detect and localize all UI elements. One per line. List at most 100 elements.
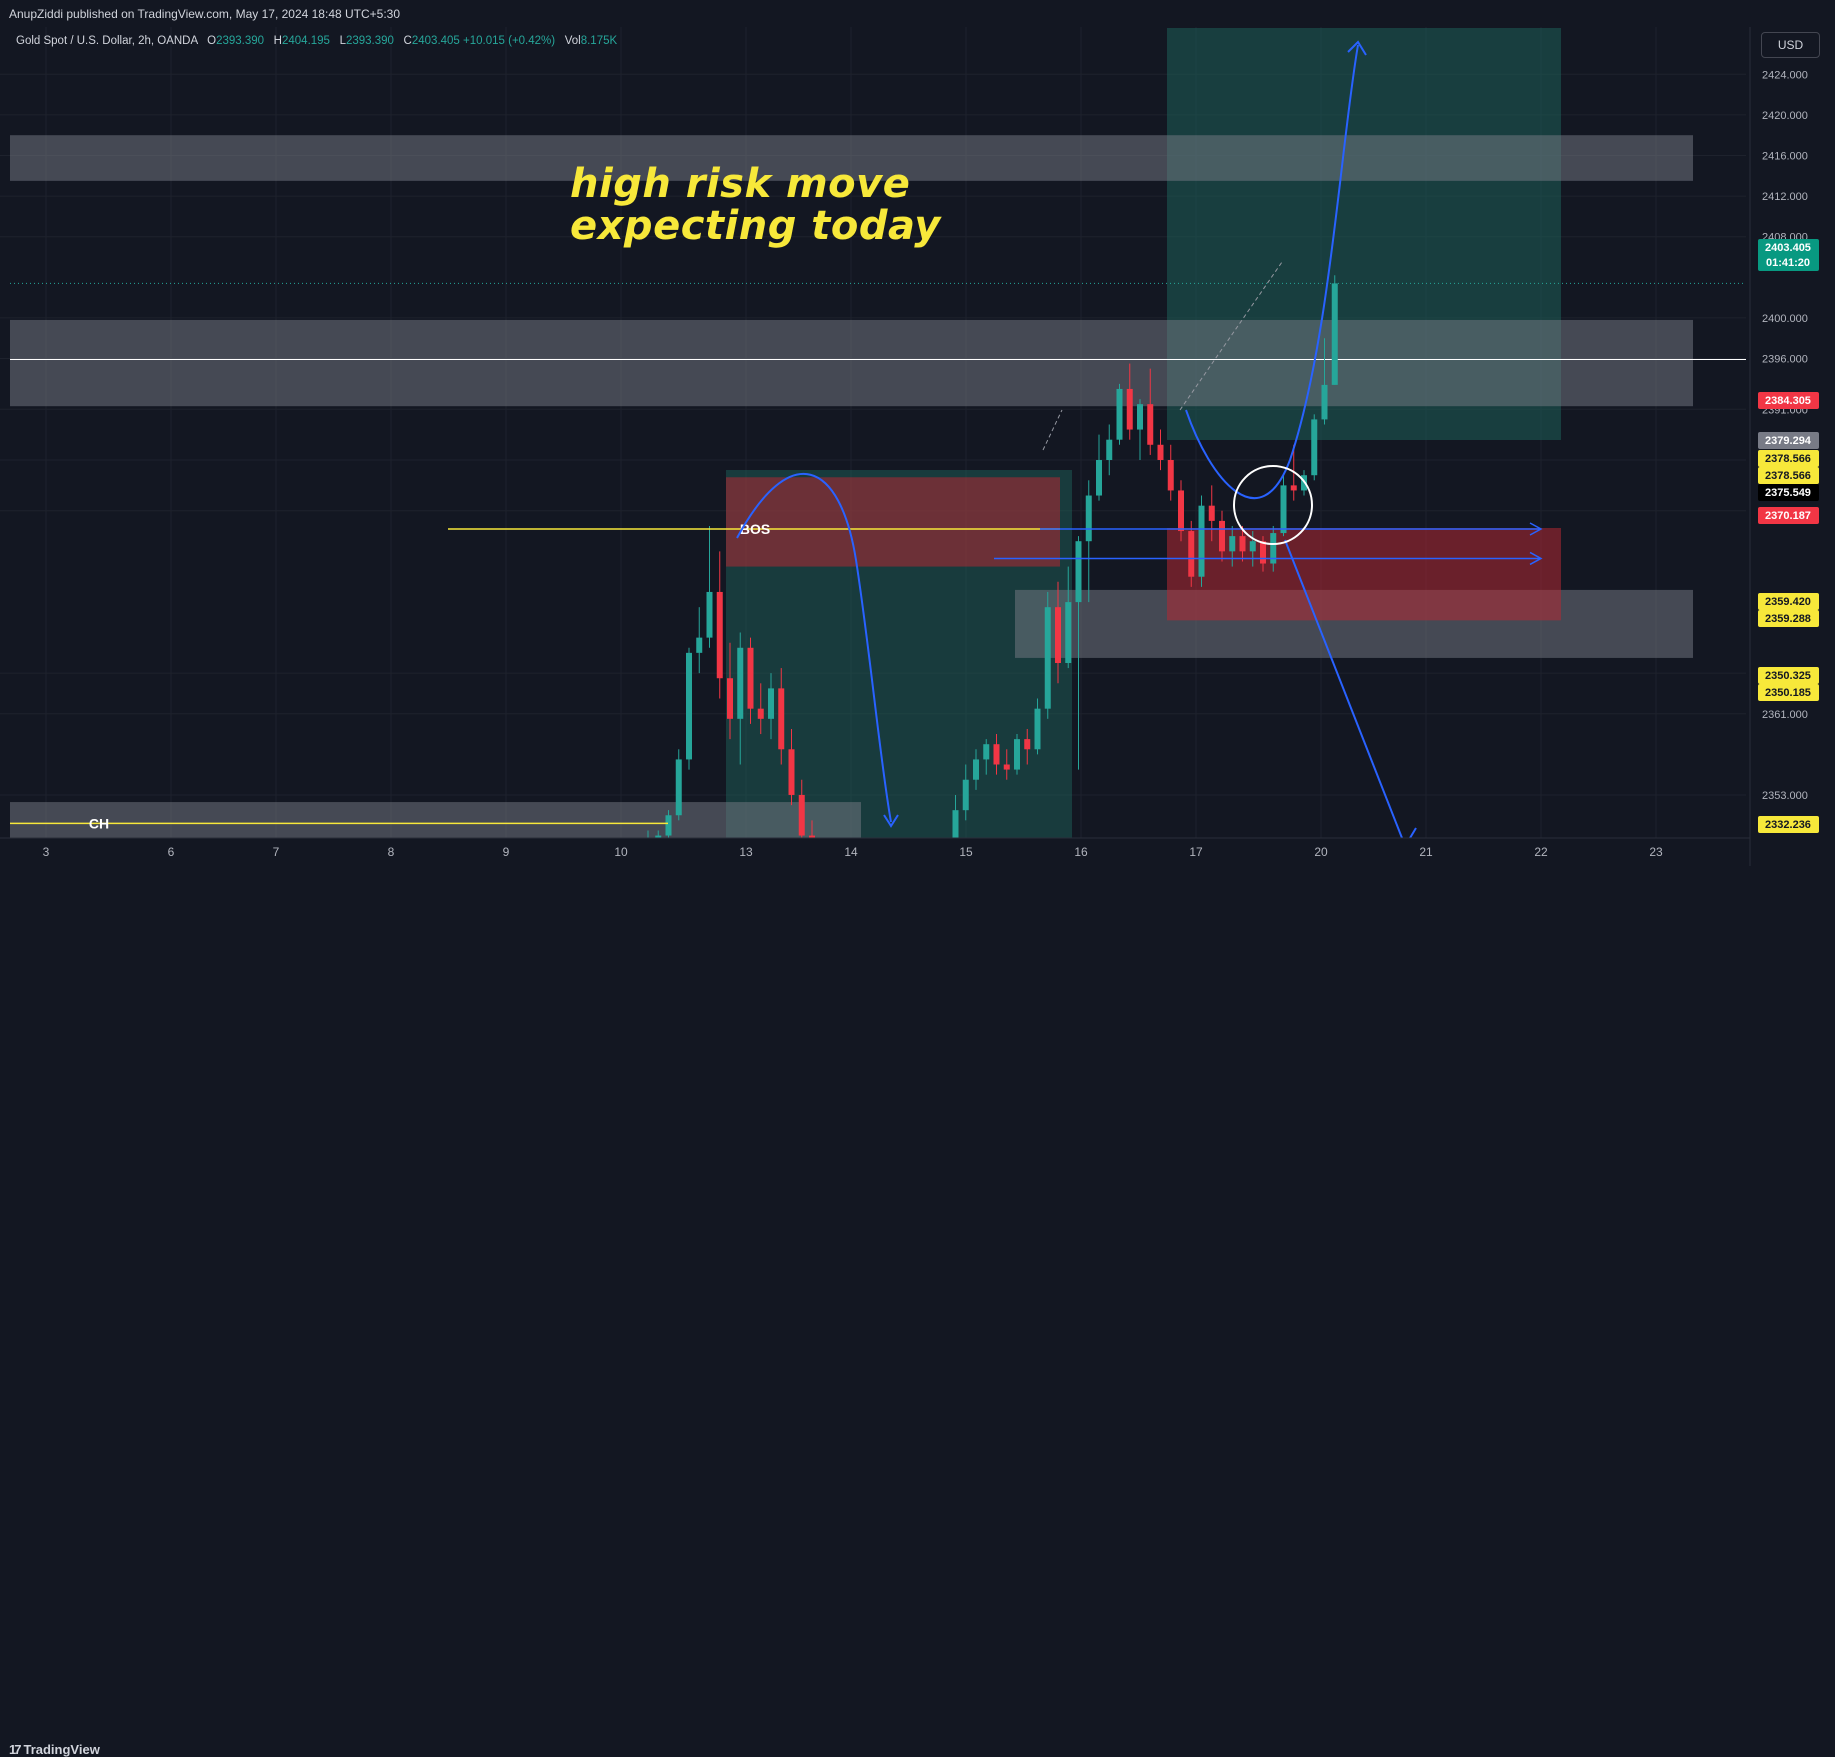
volume-value: 8.175K [580,35,618,47]
candle-48 [1096,460,1102,496]
price-tick-2: 2416.000 [1762,151,1808,163]
time-tick-5: 10 [614,845,628,859]
price-tick-5: 2400.000 [1762,313,1808,325]
price-change: +10.015 (+0.42%) [463,35,556,47]
price-tick-11: 2361.000 [1762,709,1808,721]
candle-58 [1198,505,1205,577]
bos-label: BOS [740,521,770,537]
tradingview-logo-icon: 17 [9,1742,22,1757]
price-label-3: 2378.566 [1765,453,1811,465]
candle-52 [1137,404,1143,430]
time-tick-14: 23 [1649,845,1663,859]
candle-47 [1085,495,1092,542]
price-tick-3: 2412.000 [1762,191,1808,203]
candle-70 [1321,384,1328,420]
candle-38 [993,744,1000,765]
time-tick-7: 14 [844,845,858,859]
candle-36 [973,759,979,780]
price-label-3-bg [1758,450,1819,467]
candle-63 [1249,541,1256,552]
time-tick-13: 22 [1534,845,1548,859]
chart-annotation-text: high risk move expecting today [570,163,941,247]
projection-down-tick [1409,827,1417,839]
time-tick-0: 3 [43,845,50,859]
candle-45 [1065,602,1072,663]
price-label-0-bg [1758,239,1819,271]
ohlc-open-label: O [207,35,217,47]
candle-35 [962,779,969,811]
candle-64 [1260,541,1266,564]
volume-label: Vol [564,35,581,47]
tradingview-logo[interactable]: 17 TradingView [9,1742,100,1757]
bos-supply-zone [726,477,1060,567]
candle-41 [1024,739,1031,750]
candle-40 [1014,739,1020,770]
ch-zone [10,802,861,841]
candle-67 [1290,485,1297,491]
price-tick-6: 2396.000 [1762,354,1808,366]
price-label-2-bg [1758,432,1819,449]
candle-7 [675,759,682,816]
price-label-7: 2359.420 [1765,596,1811,608]
price-label-5-bg [1758,484,1819,501]
annotation-line-2: expecting today [570,203,941,249]
ohlc-open-value: 2393.390 [216,35,265,47]
price-label-7-bg [1758,593,1819,610]
projection-up-curve [1185,44,1359,499]
candle-55 [1167,460,1174,491]
time-axis-bg [0,838,1835,866]
candle-53 [1147,404,1154,445]
price-label-6-bg [1758,507,1819,524]
upper-resistance-zone [10,135,1693,181]
candle-11 [716,591,723,679]
candle-6 [665,815,672,836]
projection-down-line [1284,539,1403,839]
candle-17 [778,688,785,750]
time-tick-11: 20 [1314,845,1328,859]
symbol-legend[interactable]: Gold Spot / U.S. Dollar, 2h, OANDA O2393… [16,35,617,47]
price-label-10: 2350.185 [1765,687,1811,699]
time-tick-2: 7 [273,845,280,859]
price-label-8-bg [1758,610,1819,627]
price-chart[interactable]: BOSCHLOW2424.0002420.0002416.0002412.000… [0,0,1835,866]
price-tick-1: 2420.000 [1762,110,1808,122]
blue-arrow-head-2 [1529,551,1543,566]
candle-8 [686,652,692,760]
ohlc-low-label: L [339,35,346,47]
candle-12 [727,678,733,719]
demand-zone [1167,528,1561,621]
time-tick-1: 6 [168,845,175,859]
time-tick-3: 8 [388,845,395,859]
price-label-2: 2379.294 [1765,435,1812,447]
candle-44 [1055,607,1061,663]
highlight-circle [1233,465,1313,545]
price-tick-12: 2353.000 [1762,790,1808,802]
price-label-0: 2403.405 [1765,242,1811,254]
candle-60 [1219,520,1225,552]
candle-69 [1311,419,1318,476]
time-tick-10: 17 [1189,845,1203,859]
projection-arc-left-head [883,814,899,828]
candle-49 [1106,439,1113,460]
candle-56 [1178,490,1184,532]
price-label-1: 2384.305 [1765,395,1811,407]
price-label-4-bg [1758,467,1819,484]
published-info: AnupZiddi published on TradingView.com, … [9,7,401,21]
candle-54 [1157,444,1164,460]
time-tick-6: 13 [739,845,753,859]
price-label-11-bg [1758,816,1819,833]
dashed-trend-line-2 [1042,409,1063,451]
blue-arrow-head-1 [1529,522,1543,536]
candle-59 [1208,505,1215,521]
price-label-4: 2378.566 [1765,470,1811,482]
price-label-9-bg [1758,667,1819,684]
candle-34 [952,810,959,856]
candle-42 [1034,708,1041,750]
currency-button[interactable]: USD [1761,32,1820,58]
candle-15 [757,708,764,719]
price-label-10-bg [1758,684,1819,701]
candle-13 [737,647,744,719]
time-tick-4: 9 [503,845,510,859]
candle-16 [768,688,774,719]
top-bar: AnupZiddi published on TradingView.com, … [0,0,1835,27]
